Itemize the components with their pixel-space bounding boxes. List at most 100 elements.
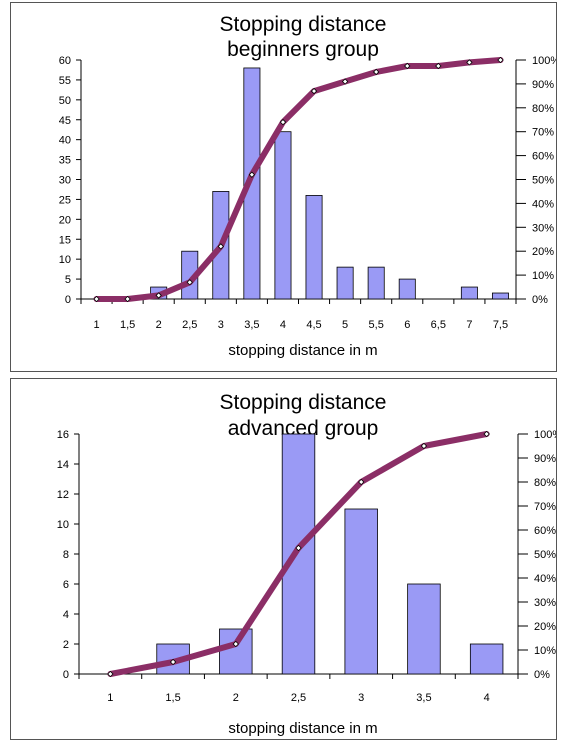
x-tick-label: 1 xyxy=(93,319,99,331)
line-point xyxy=(248,171,256,178)
x-tick-label: 4 xyxy=(280,319,286,331)
y-tick-label-left: 4 xyxy=(63,609,69,621)
y-tick-label-right: 70% xyxy=(534,501,556,513)
y-tick-label-right: 40% xyxy=(532,198,554,210)
y-tick-label-left: 0 xyxy=(65,294,71,306)
line-point xyxy=(93,295,100,303)
y-tick-label-right: 100% xyxy=(534,429,556,441)
cumulative-line xyxy=(93,57,504,302)
line-point xyxy=(497,56,504,64)
y-tick-label-left: 14 xyxy=(57,459,69,471)
y-tick-label-right: 20% xyxy=(534,621,556,633)
line-point xyxy=(466,59,473,66)
x-tick-label: 7,5 xyxy=(493,319,508,331)
line-point xyxy=(155,292,162,299)
y-tick-label-left: 0 xyxy=(63,669,69,681)
chart-panel-advanced: Stopping distance advanced group stoppin… xyxy=(10,378,563,740)
chart-advanced: Stopping distance advanced group stoppin… xyxy=(57,391,563,737)
bar xyxy=(407,583,441,675)
chart-title-line-2: advanced group xyxy=(228,417,379,440)
bar xyxy=(336,266,354,300)
y-tick-label-left: 5 xyxy=(65,274,71,286)
y-tick-label-right: 20% xyxy=(532,246,554,258)
y-tick-label-left: 12 xyxy=(57,489,69,501)
chart-title-line-2: beginners group xyxy=(227,38,379,61)
bar xyxy=(460,286,478,300)
y-tick-label-right: 10% xyxy=(534,645,556,657)
chart-panel-beginners: Stopping distance beginners group stoppi… xyxy=(10,2,561,372)
x-axis-label: stopping distance in m xyxy=(228,342,377,359)
line-point xyxy=(124,295,131,303)
bar xyxy=(344,508,378,675)
bar xyxy=(281,433,316,675)
y-tick-label-left: 50 xyxy=(59,95,71,107)
y-tick-label-left: 20 xyxy=(59,214,71,226)
x-tick-label: 2 xyxy=(156,319,162,331)
y-tick-label-left: 10 xyxy=(59,254,71,266)
y-tick-label-right: 30% xyxy=(534,597,556,609)
bar xyxy=(469,643,504,675)
y-tick-label-right: 0% xyxy=(532,294,548,306)
y-tick-label-left: 30 xyxy=(59,175,71,187)
y-tick-label-left: 45 xyxy=(59,115,71,127)
x-tick-label: 5,5 xyxy=(369,319,384,331)
line-point xyxy=(169,658,177,666)
y-tick-label-right: 80% xyxy=(532,103,554,115)
x-tick-label: 4,5 xyxy=(306,319,321,331)
line-point xyxy=(232,640,239,648)
bar xyxy=(398,278,416,300)
y-tick-label-right: 80% xyxy=(534,477,556,489)
bar xyxy=(219,628,253,675)
x-tick-label: 1 xyxy=(107,692,113,704)
x-tick-label: 2,5 xyxy=(291,692,306,704)
line-point xyxy=(373,68,380,76)
bar xyxy=(274,131,292,300)
x-tick-label: 2,5 xyxy=(182,319,197,331)
chart-beginners: Stopping distance beginners group stoppi… xyxy=(59,13,561,359)
y-tick-label-left: 2 xyxy=(63,639,69,651)
line-point xyxy=(186,279,193,286)
y-tick-label-left: 35 xyxy=(59,155,71,167)
x-tick-label: 1,5 xyxy=(120,319,135,331)
x-tick-label: 6 xyxy=(404,319,410,331)
y-tick-label-right: 30% xyxy=(532,222,554,234)
y-tick-label-left: 10 xyxy=(57,519,69,531)
chart-title-line-1: Stopping distance xyxy=(220,391,387,414)
line-point xyxy=(404,62,411,70)
y-tick-label-right: 0% xyxy=(534,669,550,681)
y-tick-label-right: 100% xyxy=(532,55,556,67)
y-tick-label-right: 40% xyxy=(534,573,556,585)
bar xyxy=(243,67,261,300)
x-tick-label: 4 xyxy=(484,692,490,704)
y-tick-label-right: 50% xyxy=(532,175,554,187)
line-point xyxy=(217,243,224,250)
x-tick-label: 3 xyxy=(358,692,364,704)
y-tick-label-right: 50% xyxy=(534,549,556,561)
x-tick-label: 3,5 xyxy=(244,319,259,331)
y-tick-label-right: 60% xyxy=(532,151,554,163)
x-tick-label: 2 xyxy=(233,692,239,704)
x-tick-label: 3 xyxy=(218,319,224,331)
y-tick-label-left: 8 xyxy=(63,549,69,561)
bar xyxy=(491,292,509,300)
line-point xyxy=(341,78,349,85)
x-tick-label: 3,5 xyxy=(416,692,431,704)
y-tick-label-right: 90% xyxy=(532,79,554,91)
line-point xyxy=(295,544,302,552)
y-tick-label-right: 10% xyxy=(532,270,554,282)
line-point xyxy=(279,118,287,126)
line-point xyxy=(420,442,428,450)
line-point xyxy=(358,478,365,486)
bar xyxy=(367,266,385,300)
x-tick-label: 5 xyxy=(342,319,348,331)
y-tick-label-right: 70% xyxy=(532,127,554,139)
y-tick-label-right: 90% xyxy=(534,453,556,465)
y-tick-label-left: 55 xyxy=(59,75,71,87)
y-tick-label-left: 15 xyxy=(59,234,71,246)
x-tick-label: 1,5 xyxy=(165,692,180,704)
y-tick-label-left: 25 xyxy=(59,194,71,206)
x-axis-label: stopping distance in m xyxy=(228,720,377,737)
x-tick-label: 6,5 xyxy=(431,319,446,331)
chart-title-line-1: Stopping distance xyxy=(220,13,387,36)
line-point xyxy=(107,670,114,678)
